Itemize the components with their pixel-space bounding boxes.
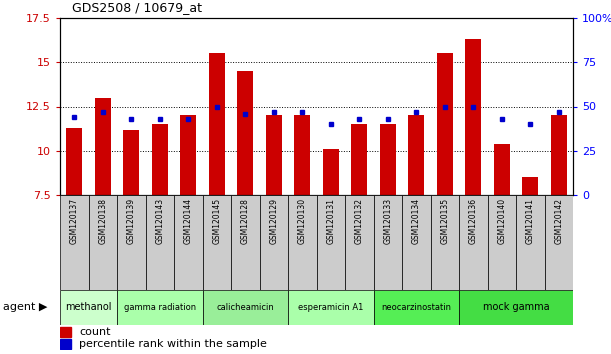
Text: gamma radiation: gamma radiation: [123, 303, 196, 312]
Bar: [522, 177, 538, 195]
Bar: [494, 144, 510, 195]
Bar: [95, 98, 111, 195]
Bar: [202, 290, 288, 325]
Bar: [408, 115, 424, 195]
Text: GSM120141: GSM120141: [525, 198, 535, 244]
Bar: [60, 327, 71, 337]
Bar: [380, 124, 395, 195]
Bar: [60, 339, 71, 349]
Bar: [123, 130, 139, 195]
Text: percentile rank within the sample: percentile rank within the sample: [79, 339, 268, 349]
Bar: [238, 71, 253, 195]
Bar: [174, 195, 202, 290]
Text: GSM120135: GSM120135: [441, 198, 449, 244]
Text: GSM120131: GSM120131: [326, 198, 335, 244]
Text: calicheamicin: calicheamicin: [216, 303, 274, 312]
Bar: [209, 53, 225, 195]
Text: GSM120143: GSM120143: [155, 198, 164, 244]
Bar: [351, 124, 367, 195]
Text: GSM120142: GSM120142: [554, 198, 563, 244]
Bar: [459, 290, 573, 325]
Text: esperamicin A1: esperamicin A1: [298, 303, 364, 312]
Text: mock gamma: mock gamma: [483, 303, 549, 313]
Bar: [152, 124, 167, 195]
Bar: [323, 149, 338, 195]
Text: GSM120136: GSM120136: [469, 198, 478, 244]
Bar: [60, 290, 117, 325]
Bar: [431, 195, 459, 290]
Bar: [288, 195, 316, 290]
Bar: [437, 53, 453, 195]
Text: GSM120138: GSM120138: [98, 198, 108, 244]
Bar: [117, 195, 145, 290]
Bar: [67, 128, 82, 195]
Bar: [288, 290, 373, 325]
Text: GDS2508 / 10679_at: GDS2508 / 10679_at: [72, 1, 202, 15]
Text: agent ▶: agent ▶: [3, 303, 48, 313]
Text: GSM120128: GSM120128: [241, 198, 250, 244]
Bar: [180, 115, 196, 195]
Bar: [544, 195, 573, 290]
Bar: [145, 195, 174, 290]
Bar: [516, 195, 544, 290]
Bar: [117, 290, 202, 325]
Text: count: count: [79, 327, 111, 337]
Bar: [466, 39, 481, 195]
Bar: [316, 195, 345, 290]
Bar: [402, 195, 431, 290]
Bar: [459, 195, 488, 290]
Text: GSM120144: GSM120144: [184, 198, 192, 244]
Text: GSM120129: GSM120129: [269, 198, 278, 244]
Text: GSM120132: GSM120132: [355, 198, 364, 244]
Text: GSM120139: GSM120139: [126, 198, 136, 244]
Text: GSM120140: GSM120140: [497, 198, 507, 244]
Bar: [295, 115, 310, 195]
Text: methanol: methanol: [65, 303, 112, 313]
Bar: [345, 195, 373, 290]
Text: GSM120130: GSM120130: [298, 198, 307, 244]
Bar: [373, 195, 402, 290]
Bar: [202, 195, 231, 290]
Text: GSM120133: GSM120133: [383, 198, 392, 244]
Text: GSM120137: GSM120137: [70, 198, 79, 244]
Bar: [260, 195, 288, 290]
Bar: [231, 195, 260, 290]
Text: GSM120134: GSM120134: [412, 198, 421, 244]
Bar: [266, 115, 282, 195]
Bar: [60, 195, 89, 290]
Bar: [488, 195, 516, 290]
Bar: [89, 195, 117, 290]
Text: neocarzinostatin: neocarzinostatin: [381, 303, 452, 312]
Bar: [373, 290, 459, 325]
Bar: [551, 115, 566, 195]
Text: GSM120145: GSM120145: [212, 198, 221, 244]
